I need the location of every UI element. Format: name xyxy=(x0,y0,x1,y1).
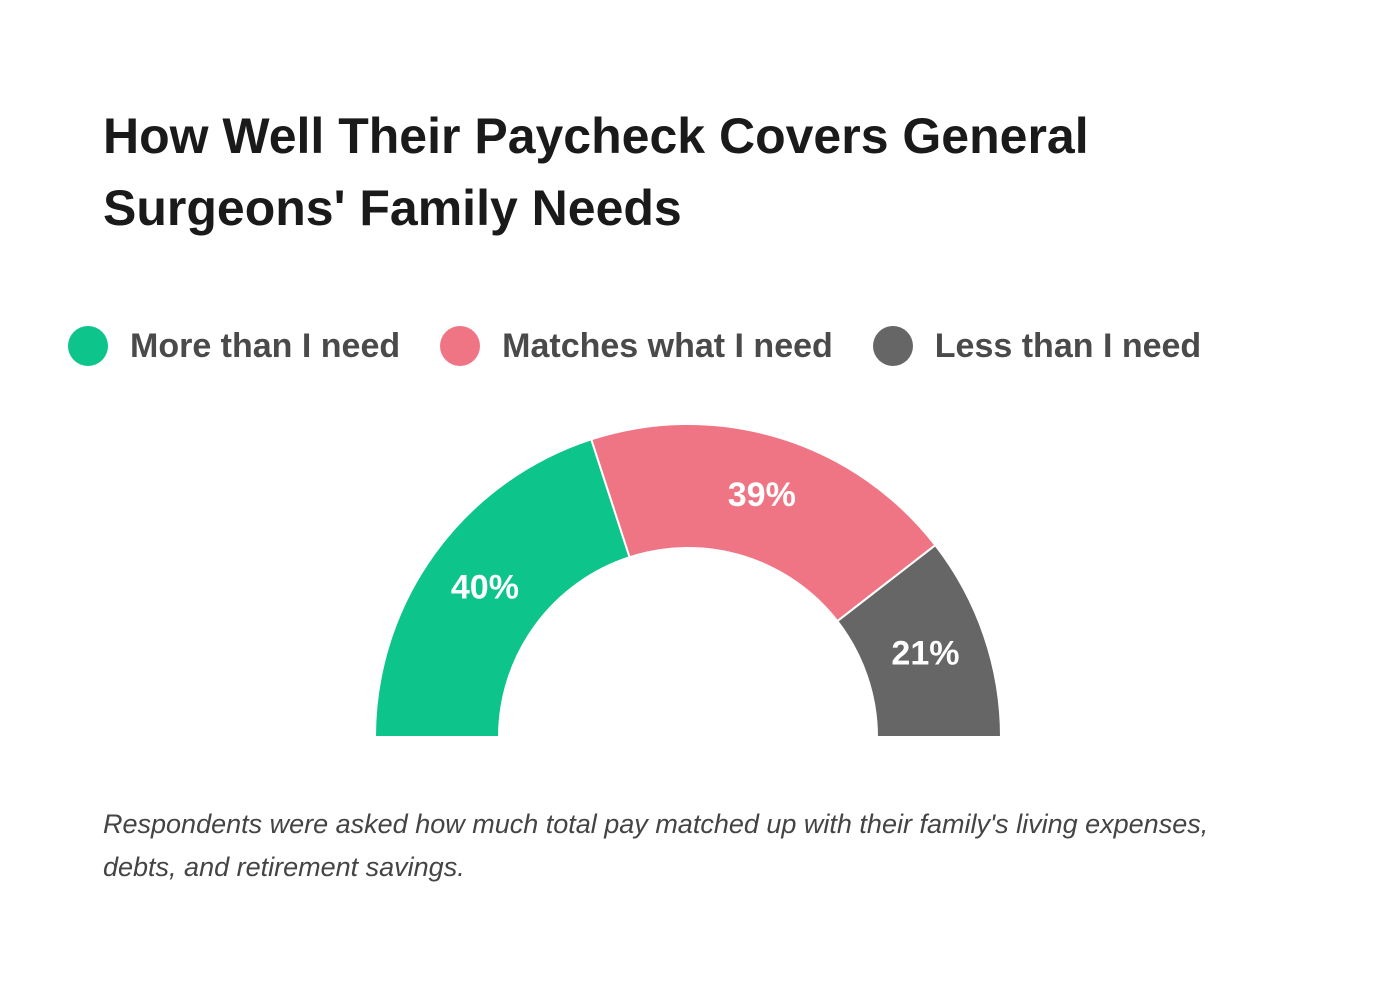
footnote: Respondents were asked how much total pa… xyxy=(103,809,1209,882)
legend-item: Matches what I need xyxy=(440,326,833,366)
slice xyxy=(373,438,631,738)
legend-label: Less than I need xyxy=(934,326,1202,365)
legend-label: Matches what I need xyxy=(502,326,833,365)
legend-label: More than I need xyxy=(130,326,401,365)
legend: More than I need Matches what I need Less … xyxy=(68,326,1201,366)
slice xyxy=(590,423,937,623)
slice xyxy=(835,543,1003,738)
legend-swatch xyxy=(68,326,108,366)
legend-swatch xyxy=(440,326,481,366)
data-label: 40% xyxy=(451,568,519,606)
legend-swatch xyxy=(872,326,913,366)
legend-item: More than I need xyxy=(68,326,400,366)
data-label: 39% xyxy=(728,476,796,514)
data-label: 21% xyxy=(891,635,959,673)
chart-title: How Well Their Paycheck Covers General S… xyxy=(103,108,1089,236)
legend-item: Less than I need xyxy=(872,326,1202,366)
